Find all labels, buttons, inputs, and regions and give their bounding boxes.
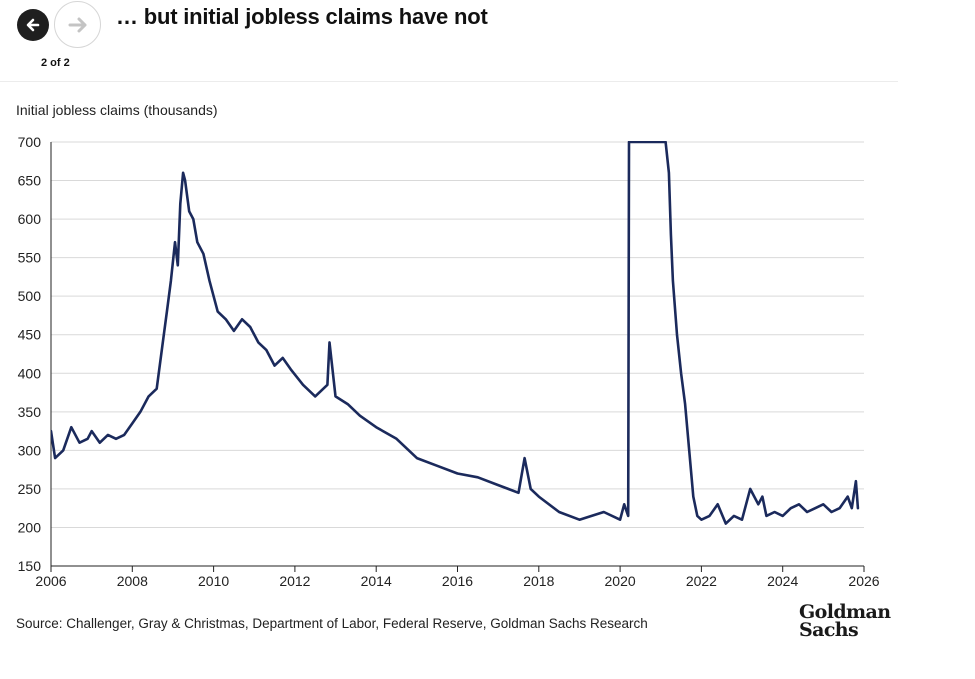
- x-tick-label-2016: 2016: [442, 573, 473, 589]
- x-tick-label-2018: 2018: [523, 573, 554, 589]
- x-tick-label-2026: 2026: [848, 573, 879, 589]
- y-tick-label-400: 400: [18, 365, 42, 381]
- goldman-sachs-logo: Goldman Sachs: [799, 601, 891, 641]
- y-tick-label-650: 650: [18, 173, 42, 189]
- source-note: Source: Challenger, Gray & Christmas, De…: [16, 616, 648, 631]
- x-tick-label-2012: 2012: [279, 573, 310, 589]
- x-tick-label-2020: 2020: [605, 573, 636, 589]
- y-tick-label-350: 350: [18, 404, 42, 420]
- y-tick-label-450: 450: [18, 327, 42, 343]
- y-tick-label-200: 200: [18, 519, 42, 535]
- header-divider: [0, 81, 898, 82]
- y-tick-label-550: 550: [18, 250, 42, 266]
- page-counter: 2 of 2: [41, 57, 70, 69]
- x-tick-label-2024: 2024: [767, 573, 798, 589]
- x-tick-label-2014: 2014: [361, 573, 392, 589]
- x-tick-label-2010: 2010: [198, 573, 229, 589]
- page-title: … but initial jobless claims have not: [116, 4, 488, 29]
- y-axis-label: Initial jobless claims (thousands): [16, 102, 218, 118]
- x-tick-label-2006: 2006: [35, 573, 66, 589]
- x-tick-label-2008: 2008: [117, 573, 148, 589]
- y-tick-label-700: 700: [18, 134, 42, 150]
- y-tick-label-500: 500: [18, 288, 42, 304]
- x-tick-label-2022: 2022: [686, 573, 717, 589]
- logo-line-2: Sachs: [799, 619, 859, 641]
- logo-line-1: Goldman: [799, 601, 891, 623]
- series-line-0: [51, 141, 860, 525]
- previous-button[interactable]: [17, 9, 49, 41]
- arrow-right-icon: [68, 17, 86, 32]
- y-tick-label-600: 600: [18, 211, 42, 227]
- y-tick-label-150: 150: [18, 558, 42, 574]
- arrow-left-icon: [26, 18, 40, 32]
- y-tick-label-250: 250: [18, 481, 42, 497]
- next-button[interactable]: [54, 1, 101, 48]
- y-tick-label-300: 300: [18, 442, 42, 458]
